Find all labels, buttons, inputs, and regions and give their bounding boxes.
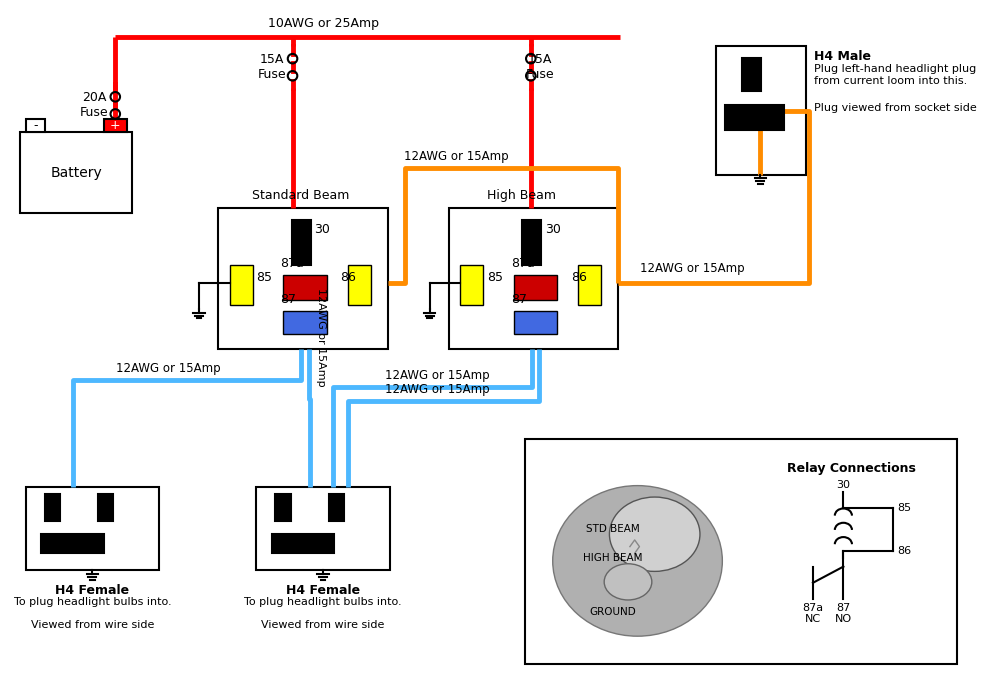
Bar [292,220,311,265]
Bar [257,486,390,570]
Bar [460,265,483,305]
Text: H4 Female: H4 Female [55,584,129,597]
Bar [578,265,601,305]
Text: 12AWG or 15Amp: 12AWG or 15Amp [385,369,489,382]
Bar [525,439,956,664]
Text: HIGH BEAM: HIGH BEAM [582,553,642,563]
Text: To plug headlight bulbs into.: To plug headlight bulbs into. [14,597,171,607]
Text: GROUND: GROUND [589,608,635,617]
Text: 87a: 87a [802,603,823,613]
Text: Standard Beam: Standard Beam [252,189,349,202]
Text: 12AWG or 15Amp: 12AWG or 15Amp [640,262,744,275]
Bar [522,220,541,265]
Text: 20A
Fuse: 20A Fuse [80,92,108,119]
Bar [276,494,291,521]
Text: STD BEAM: STD BEAM [585,524,639,535]
Text: 85: 85 [487,271,502,285]
Text: NO: NO [834,615,851,624]
Bar [448,208,618,349]
Text: 30: 30 [315,223,330,236]
Bar [513,311,557,334]
Text: 10AWG or 25Amp: 10AWG or 25Amp [268,17,378,30]
Text: High Beam: High Beam [487,189,555,202]
Ellipse shape [609,497,699,571]
Text: 87a: 87a [280,257,304,270]
Bar [329,494,344,521]
Bar [715,46,806,175]
Text: Plug viewed from socket side: Plug viewed from socket side [813,103,976,114]
Text: Viewed from wire side: Viewed from wire side [262,620,385,630]
Text: 86: 86 [570,271,586,285]
Text: +: + [110,119,120,132]
Text: 12AWG or 15Amp: 12AWG or 15Amp [385,383,489,396]
Text: Relay Connections: Relay Connections [786,462,915,475]
Text: 15A
Fuse: 15A Fuse [257,53,286,81]
Bar [26,119,45,132]
Text: 85: 85 [896,504,910,513]
Text: 85: 85 [257,271,273,285]
Bar [20,132,132,213]
Ellipse shape [603,564,651,600]
Bar [45,494,60,521]
Bar [348,265,371,305]
Bar [283,275,327,300]
Bar [218,208,388,349]
Text: Viewed from wire side: Viewed from wire side [31,620,154,630]
Text: 15A
Fuse: 15A Fuse [525,53,554,81]
Text: 12AWG or 15Amp: 12AWG or 15Amp [404,150,508,163]
Text: 86: 86 [896,546,910,557]
Bar [513,275,557,300]
Text: 12AWG or 15Amp: 12AWG or 15Amp [316,287,326,387]
Bar [98,494,113,521]
Ellipse shape [552,486,721,636]
Text: 30: 30 [544,223,560,236]
Text: -: - [33,119,37,132]
Text: 30: 30 [836,480,850,490]
Text: NC: NC [804,615,820,624]
Text: from current loom into this.: from current loom into this. [813,76,966,86]
Text: To plug headlight bulbs into.: To plug headlight bulbs into. [243,597,402,607]
Text: 87: 87 [280,294,296,307]
Text: Plug left-hand headlight plug: Plug left-hand headlight plug [813,64,975,74]
Bar [724,105,784,130]
Text: 87: 87 [510,294,526,307]
Bar [104,119,126,132]
Text: 87a: 87a [510,257,534,270]
Bar [272,534,334,553]
Text: Battery: Battery [50,165,102,180]
Bar [229,265,253,305]
Text: 12AWG or 15Amp: 12AWG or 15Amp [116,362,220,375]
Text: H4 Female: H4 Female [286,584,360,597]
Text: 87: 87 [836,603,850,613]
Text: H4 Male: H4 Male [813,50,870,63]
Bar [26,486,159,570]
Bar [741,58,761,91]
Bar [41,534,104,553]
Bar [283,311,327,334]
Text: 86: 86 [340,271,356,285]
